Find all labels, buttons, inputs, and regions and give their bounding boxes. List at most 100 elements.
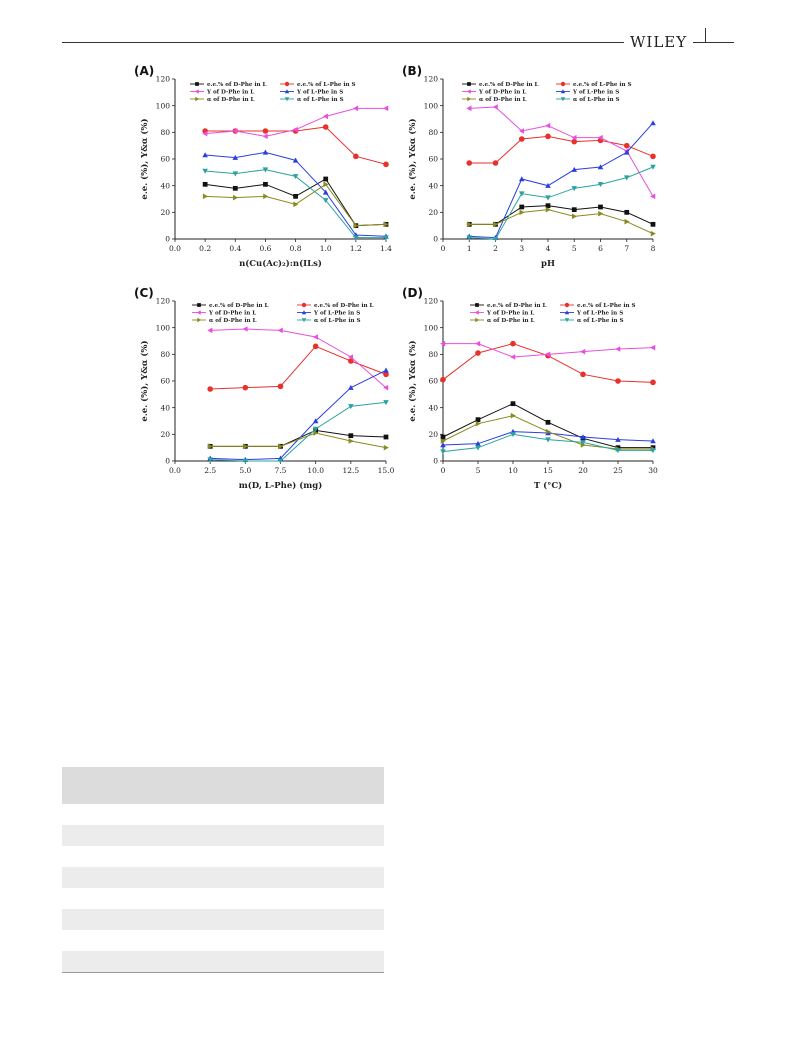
marker-tri-left [383,384,389,391]
y-tick-label: 100 [424,323,439,332]
y-tick-label: 0 [165,457,170,466]
marker-square [232,185,238,191]
x-axis-label: n(Cu(Ac)₂):n(ILs) [239,258,322,269]
x-tick-label: 0 [441,244,446,253]
data-series [207,343,389,392]
marker-tri-right [353,222,359,229]
marker-circle [580,371,586,378]
marker-square [323,176,329,182]
series-line [469,135,654,164]
marker-circle [301,302,307,308]
data-series [202,176,389,229]
y-tick-label: 40 [160,403,170,412]
legend-label: e.e.% of D-Phe in L [487,303,547,309]
legend-label: Y of D-Phe in L [208,311,256,317]
x-tick-label: 5 [572,244,577,253]
marker-tri-right [475,420,481,427]
marker-tri-right [545,206,551,213]
x-tick-label: 15.0 [378,466,395,475]
marker-tri-left [207,327,213,334]
marker-tri-left [440,340,446,347]
y-tick-label: 20 [428,208,438,217]
panel-label: (A) [134,64,154,78]
marker-square [440,434,446,440]
marker-tri-up [383,367,389,373]
marker-tri-right [243,443,249,450]
x-tick-label: 7 [624,244,629,253]
legend-label: e.e.% of D-Phe in L [479,82,539,88]
x-axis-label: T (°C) [534,480,562,491]
panel-label: (D) [402,286,423,300]
marker-circle [353,153,359,160]
marker-tri-left [474,310,479,315]
publisher-logo: WILEY [624,33,694,51]
marker-tri-down [545,195,551,201]
marker-tri-left [348,354,354,360]
marker-tri-up [440,442,446,448]
series-line [205,178,387,227]
marker-tri-up [262,149,269,155]
marker-tri-up [571,166,578,172]
x-tick-label: 10.0 [307,466,324,475]
marker-circle [322,124,329,130]
marker-tri-down [383,235,389,241]
x-tick-label: 8 [651,244,656,253]
legend-label: α of L-Phe in S [573,97,620,103]
marker-square [650,221,656,227]
y-tick-label: 60 [428,155,438,164]
marker-tri-up [284,89,290,94]
marker-tri-left [475,340,481,347]
x-tick-label: 2 [493,244,498,253]
marker-tri-right [580,442,586,448]
marker-tri-up [580,434,586,440]
series-line [210,328,387,389]
chart-panel: (C) 0.0 2.5 5.0 7.5 10.0 12.5 15.0 0 20 40 60 80 100 1… [134,286,395,491]
x-tick-label: 0.8 [290,244,302,253]
marker-tri-right [323,181,329,188]
marker-tri-right [313,430,319,436]
marker-square [545,419,551,425]
x-tick-label: 0.6 [259,244,271,253]
legend: e.e.% of D-Phe in L e.e.% of D-Phe in L Y … [192,302,374,324]
legend-label: α of D-Phe in L [487,318,535,324]
marker-tri-left [545,351,551,358]
x-tick-label: 2.5 [204,466,216,475]
marker-tri-right [510,412,516,419]
marker-tri-right [207,443,213,450]
legend-label: α of D-Phe in L [479,97,527,103]
marker-tri-up [650,120,656,126]
y-tick-label: 20 [428,430,438,439]
marker-tri-left [518,128,524,134]
table-row [62,867,384,888]
marker-tri-right [195,96,200,102]
data-series [207,430,389,451]
marker-tri-down [292,174,299,180]
y-tick-label: 80 [160,128,170,137]
marker-tri-down [475,445,481,451]
marker-tri-right [202,193,208,200]
marker-tri-right [233,194,239,201]
marker-circle [262,128,269,134]
panel-label: (C) [134,286,154,300]
marker-tri-down [466,235,473,241]
x-tick-label: 0.0 [169,466,181,475]
header-divider [705,28,706,42]
marker-square [348,433,354,439]
marker-circle [348,358,354,364]
marker-circle [440,376,446,383]
y-tick-label: 40 [428,403,438,412]
marker-tri-down [242,458,249,464]
marker-tri-left [615,346,621,352]
marker-tri-down [580,440,586,446]
legend-label: α of D-Phe in L [207,97,255,103]
marker-tri-up [348,384,354,390]
marker-circle [207,386,213,392]
x-tick-label: 6 [598,244,603,253]
marker-tri-down [440,449,446,455]
marker-tri-down [353,235,359,241]
marker-tri-left [492,104,498,110]
y-tick-label: 120 [156,75,171,84]
marker-tri-left [196,310,201,315]
marker-circle [242,384,249,391]
